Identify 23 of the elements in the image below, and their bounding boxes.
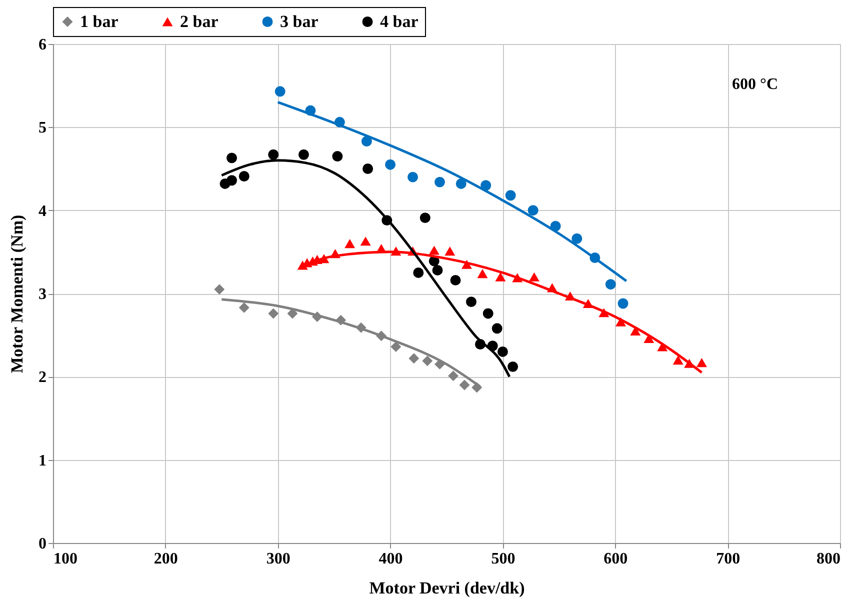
x-tick-label: 600 — [604, 550, 628, 568]
y-tick-label: 6 — [38, 36, 46, 54]
line-series — [276, 100, 628, 282]
x-tick-label: 100 — [54, 550, 78, 568]
x-tick-label: 400 — [378, 550, 403, 568]
legend-label: 2 bar — [180, 12, 219, 31]
y-tick-label: 0 — [38, 536, 46, 552]
x-tick-label: 800 — [816, 550, 840, 568]
legend-label: 1 bar — [80, 12, 119, 31]
y-axis-title: Motor Momenti (Nm) — [8, 214, 26, 374]
y-tick-label: 3 — [38, 286, 46, 303]
legend-label: 3 bar — [280, 12, 319, 31]
x-axis-title: Motor Devri (dev/dk) — [369, 578, 525, 598]
y-tick-label: 5 — [38, 120, 46, 137]
x-tick-label: 300 — [266, 550, 290, 568]
annotation: 600 °C — [732, 76, 778, 93]
legend-label: 4 bar — [380, 12, 419, 31]
x-tick-label: 200 — [154, 550, 178, 568]
x-tick-label: 500 — [491, 550, 516, 568]
x-tick-label: 700 — [716, 550, 740, 568]
y-tick-label: 4 — [38, 202, 46, 220]
y-tick-label: 2 — [38, 369, 46, 386]
y-tick-label: 1 — [38, 452, 46, 470]
